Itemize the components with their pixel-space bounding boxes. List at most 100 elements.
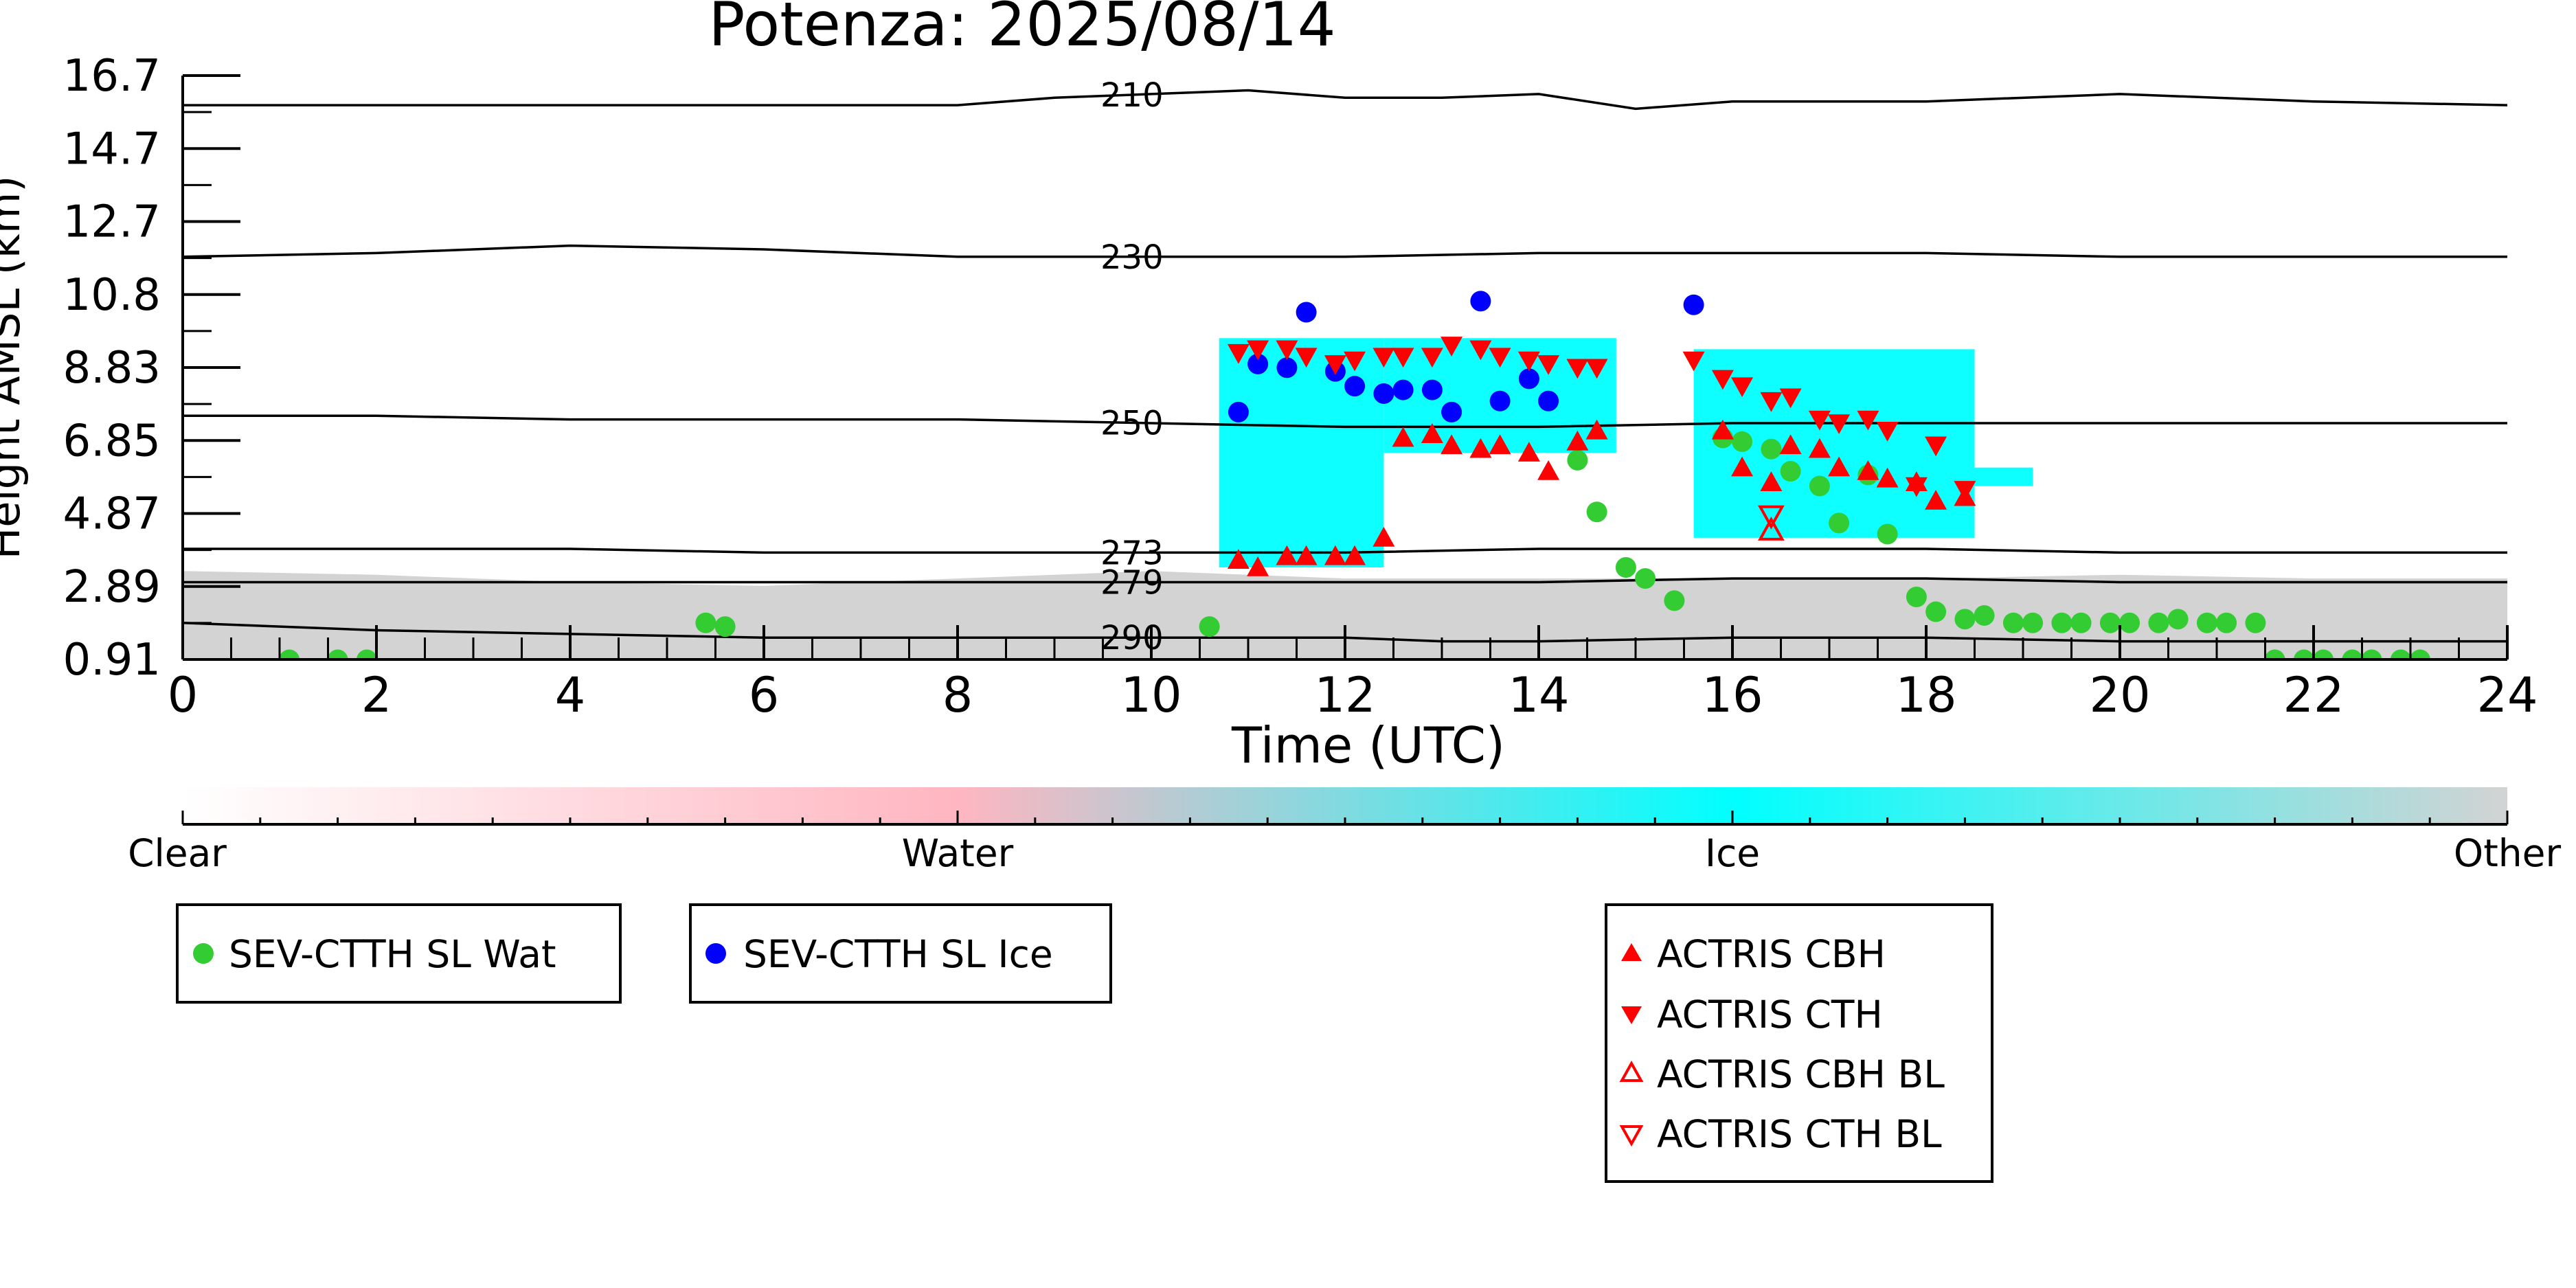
- actris-cth-point: [1421, 348, 1443, 368]
- sev-ctth-sl-ice-point: [1470, 291, 1491, 312]
- sev-ctth-sl-wat-point: [2313, 649, 2334, 659]
- x-tick-label: 20: [2089, 667, 2150, 723]
- x-tick-label: 18: [1895, 667, 1956, 723]
- legend-sev-wat: SEV-CTTH SL Wat: [176, 903, 622, 1004]
- isotherm-210-line: [183, 89, 2507, 111]
- x-tick-label: 0: [168, 667, 199, 723]
- legend-cbh-bl-marker: [1619, 1060, 1644, 1082]
- sev-ctth-sl-wat-point: [2342, 649, 2363, 659]
- sev-ctth-sl-ice-point: [1344, 376, 1366, 397]
- sev-ctth-sl-ice-point: [1296, 302, 1317, 323]
- sev-ctth-sl-wat-point: [695, 612, 716, 633]
- sev-ctth-sl-wat-point: [1780, 460, 1801, 482]
- actris-cbh-point: [1324, 545, 1346, 565]
- actris-cth-point: [1779, 388, 1802, 409]
- colorbar-label-clear: Clear: [128, 831, 227, 875]
- actris-cbh-point: [1392, 427, 1414, 447]
- colorbar-label-water: Water: [902, 831, 1014, 875]
- actris-cbh-point: [1876, 467, 1899, 488]
- actris-cth-point: [1876, 421, 1899, 442]
- actris-cth-point: [1489, 348, 1511, 368]
- actris-cth-point: [1324, 355, 1346, 375]
- legend-cbh-label: ACTRIS CBH: [1657, 932, 1886, 976]
- sev-ctth-sl-ice-point: [1538, 390, 1559, 411]
- actris-cbh-point: [1857, 460, 1879, 480]
- actris-cbh-point: [1372, 526, 1395, 547]
- actris-cth-point: [1828, 414, 1851, 435]
- actris-cth-point: [1372, 348, 1395, 368]
- data-markers: [279, 291, 2431, 659]
- sev-ctth-sl-wat-point: [2099, 612, 2121, 633]
- sev-ctth-sl-ice-point: [1276, 357, 1298, 379]
- actris-cbh-point: [1469, 438, 1492, 458]
- legend-ice-marker: [705, 943, 726, 964]
- sev-ctth-sl-wat-point: [1829, 512, 1850, 534]
- sev-ctth-sl-wat-point: [327, 649, 348, 659]
- colorbar-ticks: [181, 811, 2509, 824]
- sev-ctth-sl-wat-point: [1809, 475, 1830, 497]
- sev-ctth-sl-wat-point: [2264, 649, 2285, 659]
- actris-cth-point: [1392, 348, 1414, 368]
- sev-ctth-sl-wat-point: [1761, 438, 1782, 460]
- actris-cth-point: [1682, 351, 1705, 372]
- actris-cth-point: [1344, 351, 1366, 372]
- actris-cth-point: [1276, 340, 1298, 361]
- actris-cth-point: [1585, 359, 1608, 379]
- isotherm-279-label: 279: [1100, 563, 1164, 602]
- isotherm-279-line: [183, 577, 2507, 584]
- actris-cth-point: [1517, 351, 1540, 372]
- actris-cbh-point: [1925, 490, 1947, 510]
- x-tick-label: 14: [1508, 667, 1569, 723]
- actris-cbh-point: [1537, 460, 1560, 480]
- sev-ctth-sl-wat-point: [2051, 612, 2072, 633]
- y-tick-label: 16.7: [63, 51, 161, 102]
- actris-cth-point: [1808, 410, 1831, 431]
- y-tick-label: 0.91: [63, 635, 161, 686]
- actris-cth-point: [1711, 370, 1734, 390]
- sev-ctth-sl-wat-point: [2070, 612, 2092, 633]
- actris-cth-point: [1247, 340, 1269, 361]
- sev-ctth-sl-ice-point: [1441, 401, 1462, 422]
- sev-ctth-sl-wat-point: [2148, 612, 2169, 633]
- sev-ctth-sl-ice-point: [1373, 383, 1394, 404]
- actris-cth-point: [1537, 355, 1560, 375]
- actris-cbh-point: [1760, 471, 1783, 491]
- region-ice-4: [1974, 467, 2033, 486]
- sev-ctth-sl-wat-point: [1906, 587, 1927, 608]
- legend-cth-bl-marker: [1619, 1125, 1644, 1147]
- actris-cbh-point: [1808, 438, 1831, 458]
- sev-ctth-sl-wat-point: [2022, 612, 2044, 633]
- sev-ctth-sl-wat-point: [279, 649, 300, 659]
- legend-cth-marker: [1621, 1006, 1642, 1024]
- actris-cbh-point: [1517, 442, 1540, 462]
- x-tick-label: 8: [942, 667, 973, 723]
- sev-ctth-sl-wat-point: [2390, 649, 2411, 659]
- sev-ctth-sl-wat-point: [2293, 649, 2314, 659]
- x-tick-label: 16: [1702, 667, 1763, 723]
- legend-wat-marker: [193, 943, 214, 964]
- actris-cbh-bl-point: [1758, 517, 1785, 541]
- isotherm-250-label: 250: [1100, 404, 1164, 442]
- x-tick-label: 6: [749, 667, 780, 723]
- x-axis-label: Time (UTC): [1231, 716, 1505, 774]
- isotherm-273-label: 273: [1100, 534, 1164, 572]
- y-tick-label: 8.83: [63, 343, 161, 394]
- y-tick-label: 4.87: [63, 489, 161, 540]
- legend-cth-label: ACTRIS CTH: [1657, 993, 1883, 1037]
- sev-ctth-sl-wat-point: [1925, 601, 1947, 622]
- legend-cbh-bl-label: ACTRIS CBH BL: [1657, 1052, 1945, 1096]
- isotherm-230-line: [183, 244, 2507, 258]
- legend-cbh-marker: [1621, 943, 1642, 961]
- sev-ctth-sl-wat-point: [2196, 612, 2217, 633]
- sev-ctth-sl-wat-point: [714, 616, 736, 637]
- actris-cth-point: [1760, 392, 1783, 412]
- sev-ctth-sl-ice-point: [1518, 368, 1539, 389]
- sev-ctth-sl-wat-point: [2361, 649, 2382, 659]
- actris-cbh-point: [1489, 434, 1511, 455]
- actris-cbh-point: [1779, 434, 1802, 455]
- actris-cbh-point: [1227, 549, 1250, 569]
- actris-cbh-point: [1828, 456, 1851, 477]
- sev-ctth-sl-wat-point: [1954, 609, 1976, 630]
